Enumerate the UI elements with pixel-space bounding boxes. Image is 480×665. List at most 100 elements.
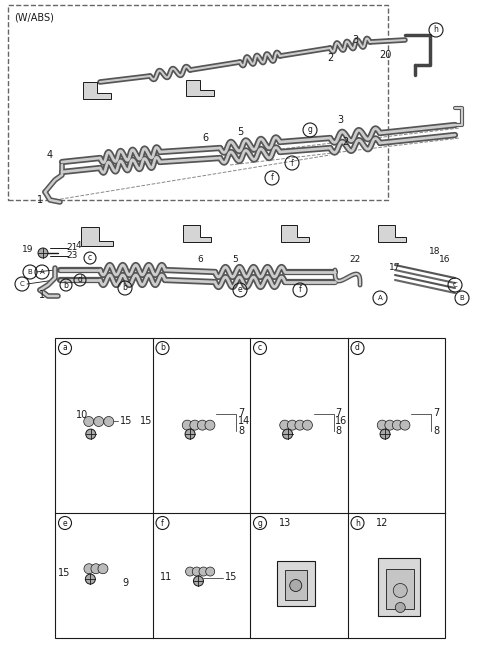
Circle shape <box>86 429 96 439</box>
Text: 7: 7 <box>336 408 342 418</box>
Polygon shape <box>81 227 113 246</box>
Text: 4: 4 <box>75 241 81 249</box>
Text: d: d <box>78 275 83 285</box>
Bar <box>378 557 420 616</box>
Text: 6: 6 <box>202 133 208 143</box>
Circle shape <box>38 248 48 258</box>
Circle shape <box>192 567 201 576</box>
Text: C: C <box>453 282 457 288</box>
Text: 10: 10 <box>76 410 88 420</box>
Polygon shape <box>378 225 406 242</box>
Polygon shape <box>186 80 214 96</box>
Bar <box>285 569 307 600</box>
Text: h: h <box>355 519 360 527</box>
Text: 18: 18 <box>429 247 441 257</box>
Text: 17: 17 <box>389 263 401 273</box>
Text: 5: 5 <box>232 255 238 265</box>
Text: 9: 9 <box>123 579 129 589</box>
Bar <box>386 569 414 608</box>
Bar <box>277 561 315 606</box>
Circle shape <box>197 420 207 430</box>
Circle shape <box>288 420 297 430</box>
Text: 19: 19 <box>22 245 34 255</box>
Text: (W/ABS): (W/ABS) <box>14 12 54 22</box>
Text: B: B <box>28 269 32 275</box>
Text: h: h <box>433 25 438 35</box>
Text: 15: 15 <box>58 569 70 579</box>
Text: 13: 13 <box>279 518 291 528</box>
Text: c: c <box>258 344 262 352</box>
Circle shape <box>290 579 302 591</box>
Text: 20: 20 <box>379 50 391 60</box>
Text: 16: 16 <box>439 255 451 265</box>
Circle shape <box>94 416 104 426</box>
Circle shape <box>182 420 192 430</box>
Text: 15: 15 <box>120 416 132 426</box>
Text: 12: 12 <box>376 518 389 528</box>
Circle shape <box>302 420 312 430</box>
Text: b: b <box>63 281 69 289</box>
Circle shape <box>185 429 195 439</box>
Text: b: b <box>122 283 127 293</box>
Text: 3: 3 <box>337 115 343 125</box>
Text: 8: 8 <box>433 426 439 436</box>
Text: A: A <box>378 295 383 301</box>
Text: 1: 1 <box>39 290 45 300</box>
Bar <box>55 338 445 638</box>
Text: f: f <box>299 285 301 295</box>
Circle shape <box>84 416 94 426</box>
Text: 8: 8 <box>238 426 244 436</box>
Text: 23: 23 <box>66 251 78 261</box>
Polygon shape <box>84 82 111 98</box>
Text: 7: 7 <box>238 408 244 418</box>
Circle shape <box>400 420 410 430</box>
Text: 6: 6 <box>197 255 203 265</box>
Text: c: c <box>88 253 92 263</box>
Text: b: b <box>160 344 165 352</box>
Text: f: f <box>161 519 164 527</box>
Polygon shape <box>183 225 211 242</box>
Text: 15: 15 <box>225 573 238 583</box>
Circle shape <box>186 567 194 576</box>
Text: 15: 15 <box>140 416 153 426</box>
Circle shape <box>85 574 96 584</box>
Text: 8: 8 <box>336 426 342 436</box>
Text: g: g <box>258 519 263 527</box>
Text: 7: 7 <box>433 408 439 418</box>
Circle shape <box>190 420 200 430</box>
Text: 11: 11 <box>160 573 172 583</box>
Circle shape <box>84 564 94 574</box>
Circle shape <box>91 564 101 574</box>
Circle shape <box>205 420 215 430</box>
Text: B: B <box>460 295 464 301</box>
Text: 16: 16 <box>335 416 348 426</box>
Circle shape <box>98 564 108 574</box>
Circle shape <box>392 420 402 430</box>
Text: e: e <box>63 519 67 527</box>
Circle shape <box>385 420 395 430</box>
Text: 2: 2 <box>342 137 348 147</box>
Text: f: f <box>290 158 293 168</box>
Text: 3: 3 <box>352 35 358 45</box>
Polygon shape <box>280 225 309 242</box>
Text: 14: 14 <box>238 416 250 426</box>
Text: d: d <box>355 344 360 352</box>
Text: 1: 1 <box>37 195 43 205</box>
Text: 2: 2 <box>327 53 333 63</box>
Circle shape <box>104 416 114 426</box>
Text: 22: 22 <box>349 255 360 265</box>
Circle shape <box>280 420 290 430</box>
Text: 4: 4 <box>47 150 53 160</box>
Text: C: C <box>20 281 24 287</box>
Circle shape <box>377 420 387 430</box>
Text: a: a <box>62 344 67 352</box>
Circle shape <box>295 420 305 430</box>
Circle shape <box>393 583 407 597</box>
Text: e: e <box>238 285 242 295</box>
Circle shape <box>283 429 292 439</box>
Circle shape <box>206 567 215 576</box>
Circle shape <box>199 567 208 576</box>
Circle shape <box>395 602 405 612</box>
Text: 21: 21 <box>66 243 78 253</box>
Text: A: A <box>40 269 44 275</box>
